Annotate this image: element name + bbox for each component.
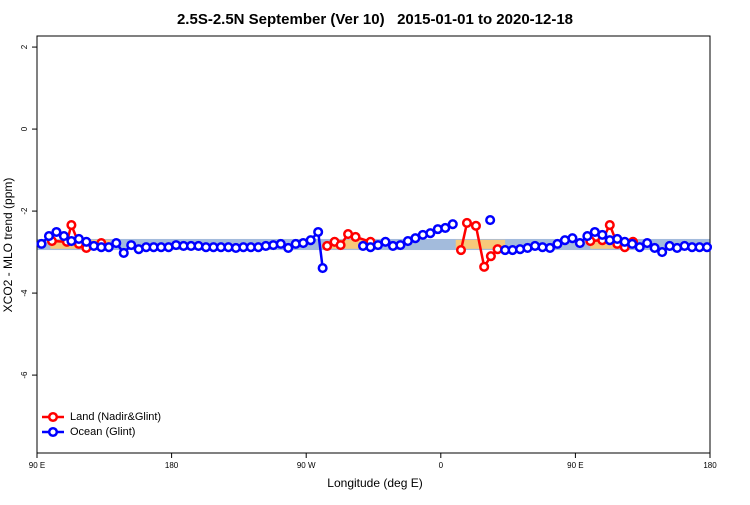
data-point xyxy=(634,242,645,253)
data-point xyxy=(567,233,578,244)
data-point xyxy=(283,242,294,254)
legend-marker xyxy=(47,426,59,438)
data-point xyxy=(275,238,286,249)
data-point xyxy=(335,240,346,251)
data-point xyxy=(440,222,451,233)
data-point xyxy=(485,251,496,262)
data-point xyxy=(447,219,458,230)
data-point xyxy=(470,220,481,231)
band xyxy=(330,239,371,249)
y-axis-label: XCO2 - MLO trend (ppm) xyxy=(1,178,15,313)
legend-marker xyxy=(47,411,59,423)
data-point xyxy=(118,247,129,258)
data-point xyxy=(111,238,122,249)
data-point xyxy=(582,231,593,242)
data-point xyxy=(36,238,47,249)
x-tick-label: 180 xyxy=(703,461,717,470)
x-tick-label: 90 E xyxy=(567,461,583,470)
data-point xyxy=(455,244,467,256)
data-point xyxy=(43,231,55,242)
data-point xyxy=(544,242,556,254)
x-tick-label: 90 W xyxy=(297,461,316,470)
data-point xyxy=(66,219,77,231)
data-point xyxy=(657,247,668,258)
chart-title: 2.5S-2.5N September (Ver 10) 2015-01-01 … xyxy=(177,11,573,28)
data-point xyxy=(479,261,490,272)
data-point xyxy=(317,263,328,274)
x-axis-label: Longitude (deg E) xyxy=(327,476,422,490)
legend-label: Ocean (Glint) xyxy=(70,426,135,438)
data-point xyxy=(322,240,333,251)
x-tick-label: 90 E xyxy=(29,461,45,470)
data-point xyxy=(58,231,69,242)
x-tick-label: 180 xyxy=(165,461,179,470)
y-tick-label: 2 xyxy=(20,44,29,49)
data-point xyxy=(485,215,496,226)
data-point xyxy=(701,242,713,253)
data-point xyxy=(51,226,62,238)
data-point xyxy=(604,219,615,231)
data-point xyxy=(305,235,316,246)
data-point xyxy=(350,231,361,242)
data-point xyxy=(642,238,653,249)
data-point xyxy=(425,228,436,239)
data-point xyxy=(461,217,473,229)
y-tick-label: -2 xyxy=(20,207,29,215)
data-point xyxy=(103,242,114,253)
data-point xyxy=(552,238,563,249)
data-point xyxy=(126,240,137,251)
data-point xyxy=(574,238,585,249)
series-line xyxy=(51,221,634,271)
y-tick-label: -6 xyxy=(20,371,29,379)
data-point xyxy=(81,236,92,247)
x-tick-label: 0 xyxy=(439,461,444,470)
data-point xyxy=(649,242,660,254)
data-point xyxy=(313,226,324,238)
y-tick-label: -4 xyxy=(20,289,29,297)
data-point xyxy=(395,240,406,251)
y-tick-label: 0 xyxy=(20,126,29,131)
legend-label: Land (Nadir&Glint) xyxy=(70,411,161,423)
band xyxy=(590,239,621,249)
data-point xyxy=(380,236,391,247)
data-point xyxy=(597,229,608,240)
